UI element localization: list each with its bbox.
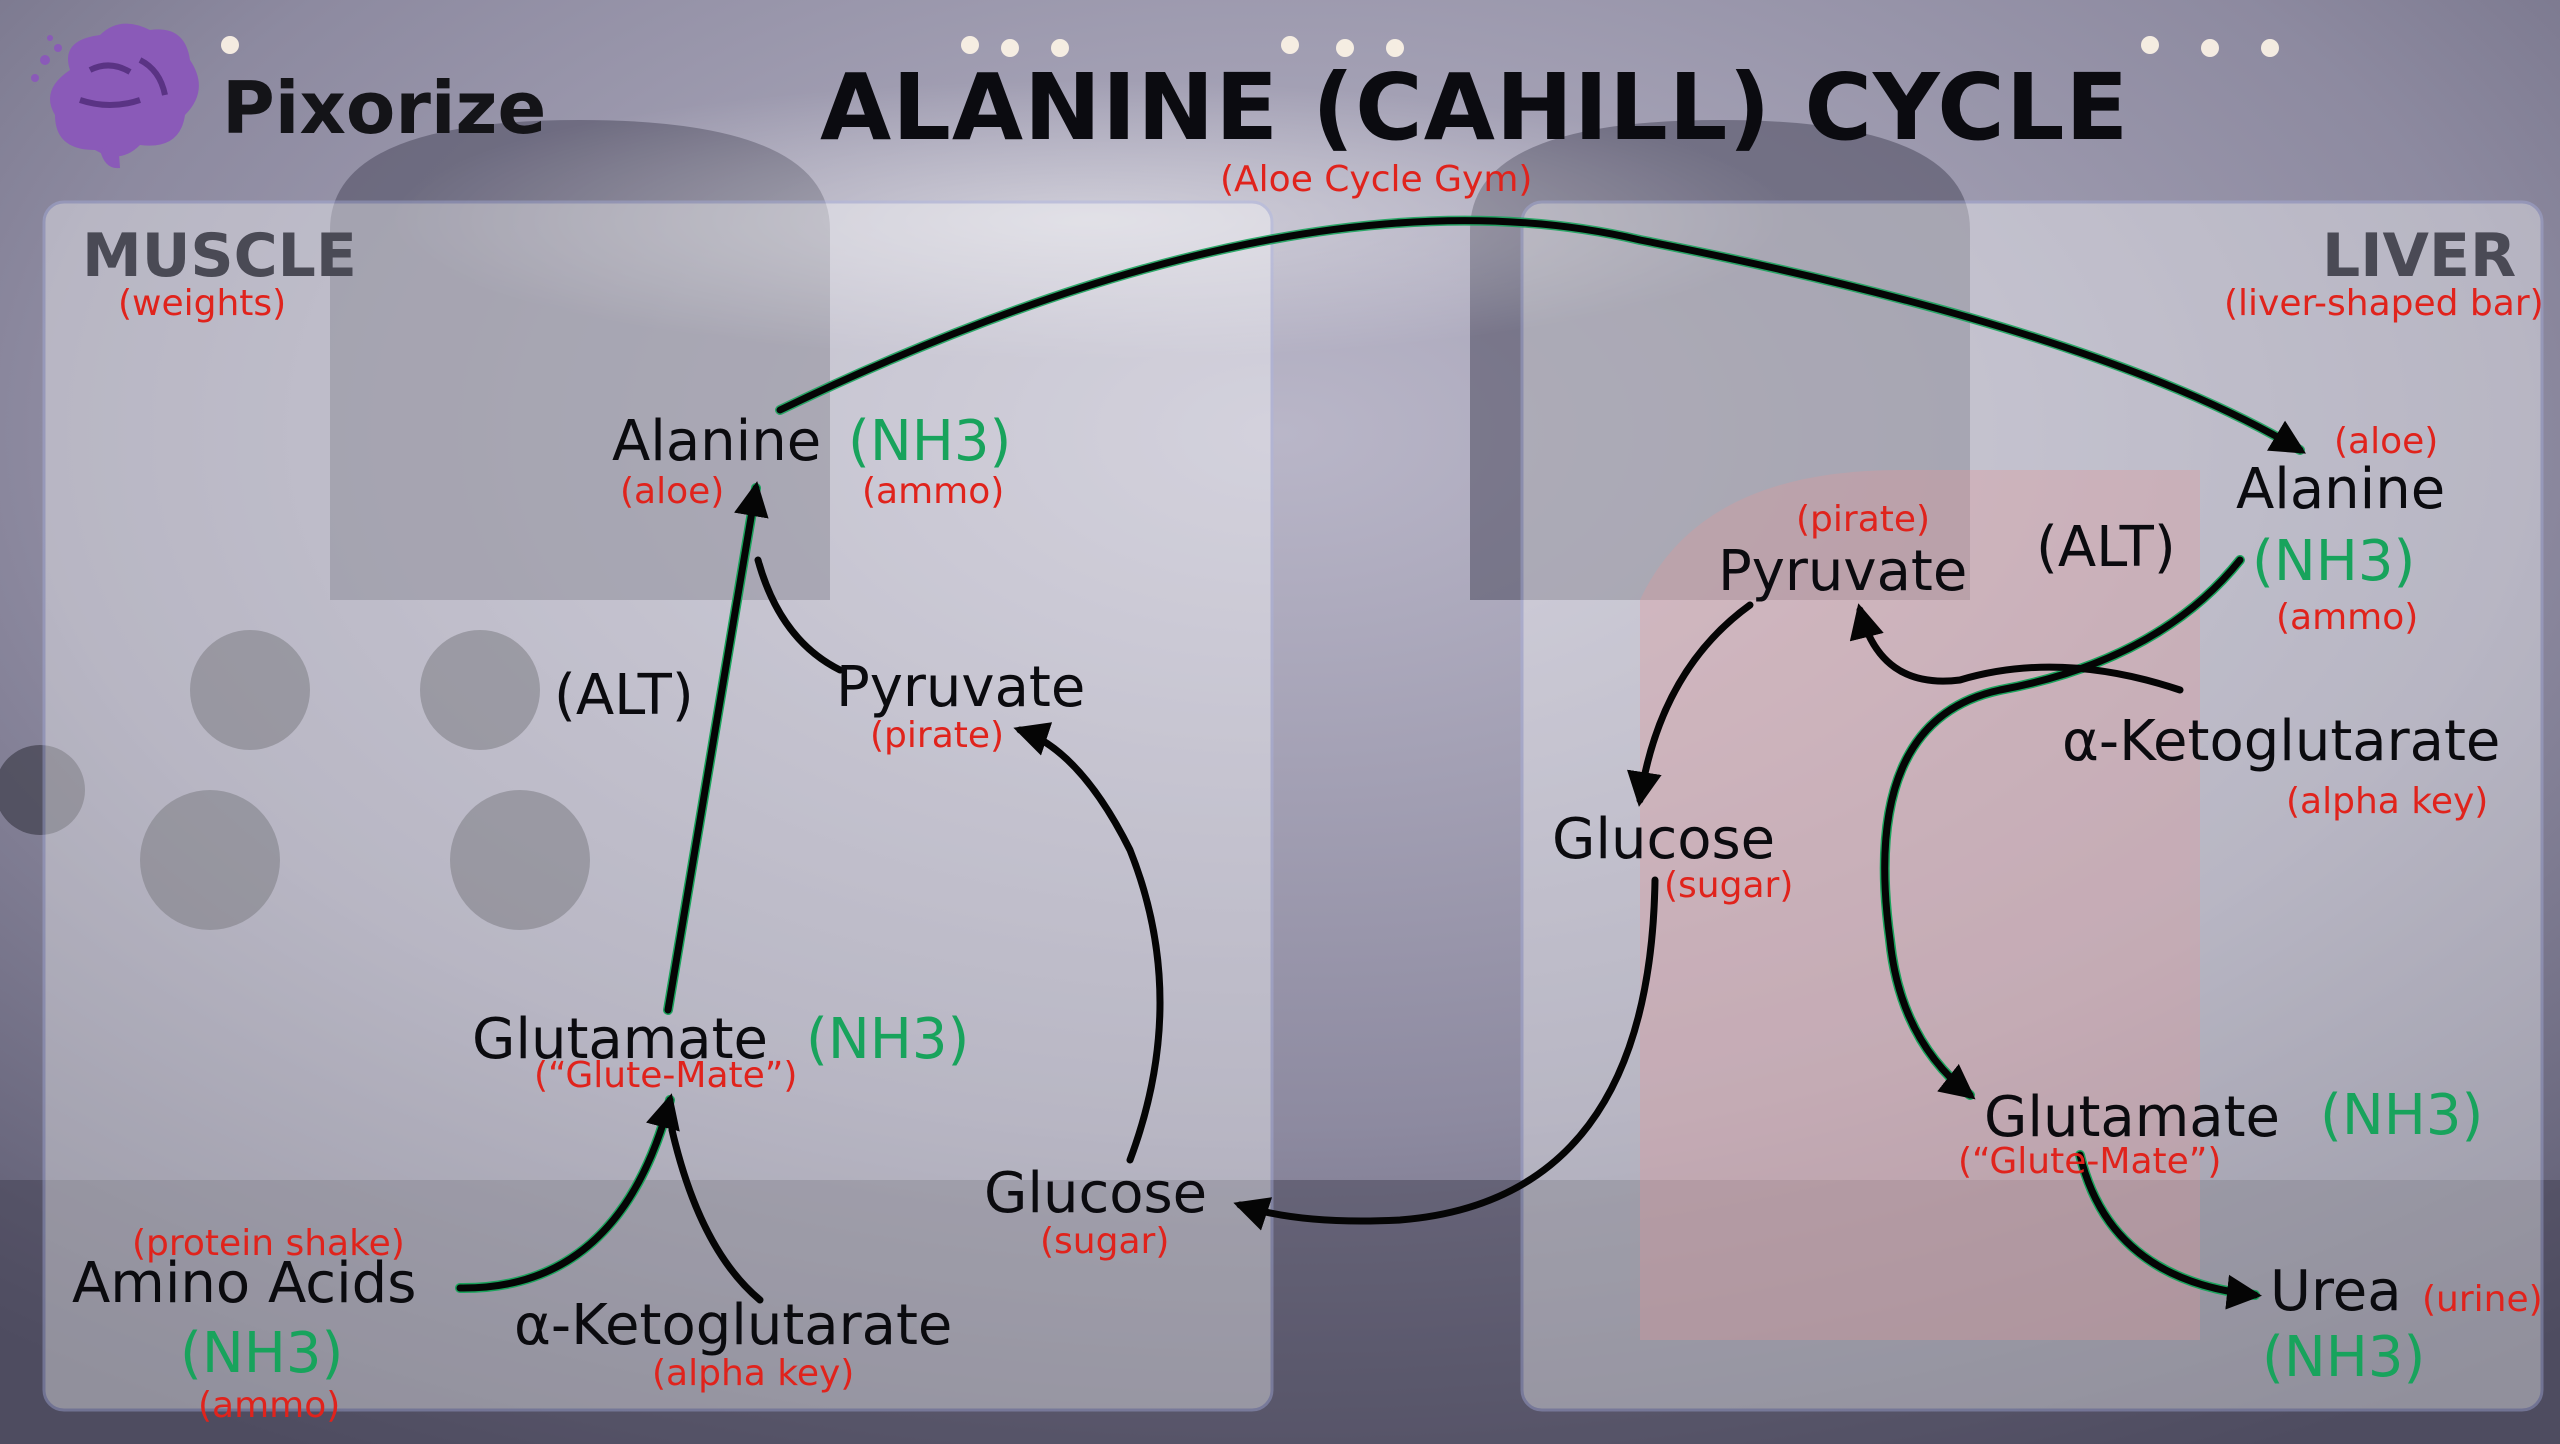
liver-alt-enzyme: (ALT)	[2036, 515, 2176, 580]
muscle-pyruvate: Pyruvate	[836, 655, 1086, 720]
liver-glutamate-note: (“Glute-Mate”)	[1958, 1141, 2222, 1182]
muscle-glutamate-nh3: (NH3)	[806, 1007, 970, 1072]
muscle-alt-enzyme: (ALT)	[554, 663, 694, 728]
urea-note: (urine)	[2422, 1279, 2543, 1320]
liver-alanine-nh3: (NH3)	[2252, 529, 2416, 594]
liver-glucose: Glucose	[1552, 807, 1776, 872]
urea-nh3: (NH3)	[2262, 1325, 2426, 1390]
muscle-pyruvate-note: (pirate)	[870, 715, 1005, 756]
muscle-alanine-note: (aloe)	[620, 471, 725, 512]
amino-acids-nh3-note: (ammo)	[198, 1385, 341, 1426]
brain-icon	[31, 23, 199, 169]
liver-alpha-ketoglutarate: α-Ketoglutarate	[2062, 709, 2501, 774]
muscle-glutamate-note: (“Glute-Mate”)	[534, 1055, 798, 1096]
title-subnote: (Aloe Cycle Gym)	[1220, 159, 1533, 200]
liver-label: LIVER	[2322, 221, 2517, 291]
muscle-glucose-note: (sugar)	[1040, 1221, 1170, 1262]
muscle-alpha-ketoglutarate-note: (alpha key)	[652, 1353, 855, 1394]
liver-glucose-note: (sugar)	[1664, 865, 1794, 906]
liver-alanine-nh3-note: (ammo)	[2276, 597, 2419, 638]
urea: Urea	[2270, 1259, 2402, 1324]
amino-acids-note: (protein shake)	[132, 1223, 405, 1264]
muscle-alpha-ketoglutarate: α-Ketoglutarate	[514, 1293, 953, 1358]
liver-glutamate-nh3: (NH3)	[2320, 1083, 2484, 1148]
amino-acids-nh3: (NH3)	[180, 1321, 344, 1386]
liver-pyruvate: Pyruvate	[1718, 539, 1968, 604]
muscle-note: (weights)	[118, 283, 287, 324]
muscle-alanine-nh3: (NH3)	[848, 409, 1012, 474]
muscle-label: MUSCLE	[82, 221, 357, 291]
muscle-glucose: Glucose	[984, 1161, 1208, 1226]
amino-acids: Amino Acids	[72, 1251, 417, 1316]
muscle-alanine: Alanine	[612, 409, 822, 474]
liver-glutamate: Glutamate	[1984, 1085, 2280, 1150]
brand-name: Pixorize	[222, 66, 547, 150]
muscle-alanine-nh3-note: (ammo)	[862, 471, 1005, 512]
liver-alanine-note: (aloe)	[2334, 421, 2439, 462]
muscle-glutamate: Glutamate	[472, 1007, 768, 1072]
liver-alanine: Alanine	[2236, 457, 2446, 522]
liver-note: (liver-shaped bar)	[2224, 283, 2544, 324]
liver-alpha-ketoglutarate-note: (alpha key)	[2286, 781, 2489, 822]
liver-pyruvate-note: (pirate)	[1796, 499, 1931, 540]
page-title: ALANINE (CAHILL) CYCLE	[820, 54, 2130, 161]
